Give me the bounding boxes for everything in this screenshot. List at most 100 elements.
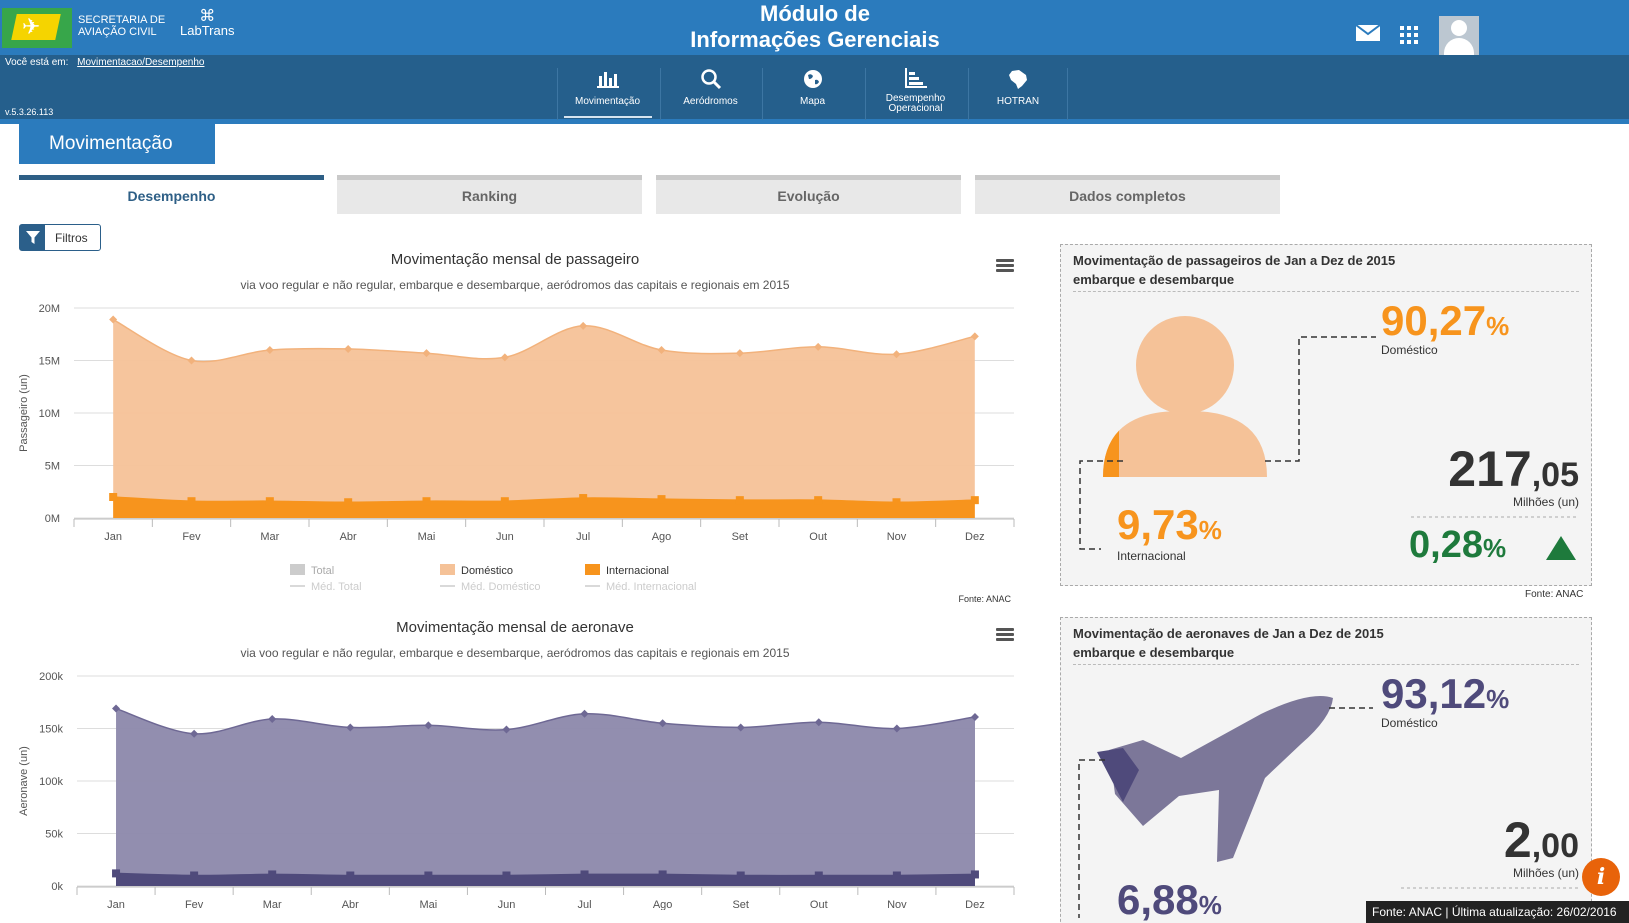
filter-funnel-icon [20, 225, 45, 250]
y-tick-label: 15M [39, 356, 60, 368]
panel-divider [1073, 291, 1579, 292]
x-tick-label: Mai [420, 899, 438, 910]
aircraft-total-unit: Milhões (un) [1512, 866, 1579, 880]
sac-line2: AVIAÇÃO CIVIL [78, 26, 157, 38]
y-tick-label: 0k [51, 881, 63, 893]
series-area-doméstico [116, 708, 975, 886]
nav-item-hotran[interactable]: HOTRAN [968, 68, 1068, 120]
filters-button[interactable]: Filtros [19, 224, 101, 251]
app-title: Módulo de Informações Gerenciais [640, 1, 990, 53]
legend-item: Total [311, 565, 334, 577]
chart-subtitle: via voo regular e não regular, embarque … [241, 278, 790, 292]
y-axis-label: Passageiro (un) [18, 374, 30, 452]
y-tick-label: 150k [39, 724, 63, 736]
info-icon[interactable]: i [1582, 858, 1620, 896]
data-point [579, 494, 588, 503]
sac-logo[interactable]: ✈ [2, 8, 72, 48]
passenger-chart: Movimentação mensal de passageiro via voo… [18, 251, 1015, 604]
passenger-growth-value: 0,28 [1409, 524, 1483, 566]
legend-swatch [290, 564, 305, 575]
nav-item-desempenho-operacional[interactable]: Desempenho Operacional [865, 68, 965, 120]
y-axis-label: Aeronave (un) [18, 746, 30, 816]
person-body-icon [1103, 410, 1267, 477]
data-point [580, 870, 589, 879]
nav-item-mapa[interactable]: Mapa [762, 68, 862, 120]
data-point [892, 724, 901, 733]
data-point [190, 871, 199, 880]
aircraft-total-dec: ,00 [1531, 827, 1579, 865]
passenger-intl-pct-value: 9,73 [1117, 501, 1199, 548]
breadcrumb: Você está em: Movimentacao/Desempenho [5, 57, 204, 68]
x-tick-label: Jun [496, 531, 514, 543]
series-area-doméstico [113, 319, 975, 518]
sac-line1: SECRETARIA DE [78, 14, 166, 26]
x-tick-label: Nov [887, 531, 907, 543]
data-point [187, 497, 196, 506]
data-point [346, 871, 355, 880]
data-point [344, 498, 353, 507]
nav-item-aerodromos[interactable]: Aeródromos [660, 68, 760, 120]
series-line-internacional [116, 872, 976, 877]
passenger-panel-source: Fonte: ANAC [1525, 589, 1584, 600]
x-tick-label: Set [732, 531, 749, 543]
user-avatar-icon[interactable] [1439, 16, 1479, 56]
y-tick-label: 10M [39, 408, 60, 420]
tab-ranking[interactable]: Ranking [337, 175, 642, 214]
y-tick-label: 0M [45, 513, 60, 525]
x-tick-label: Out [810, 899, 828, 910]
tab-evolucao[interactable]: Evolução [656, 175, 961, 214]
aircraft-domestic-pct-value: 93,12 [1381, 670, 1487, 717]
grid-icon[interactable] [1400, 26, 1418, 48]
breadcrumb-link[interactable]: Movimentacao/Desempenho [77, 57, 205, 68]
plane-logo-icon: ✈ [22, 15, 41, 40]
labtrans-mark-icon: ⌘ [199, 8, 216, 25]
envelope-icon[interactable] [1355, 24, 1381, 46]
x-tick-label: Out [809, 531, 827, 543]
tab-desempenho[interactable]: Desempenho [19, 175, 324, 214]
legend-item: Doméstico [461, 565, 513, 577]
passenger-summary-panel: Movimentação de passageiros de Jan a Dez… [1060, 244, 1592, 586]
aircraft-summary-panel: Movimentação de aeronaves de Jan a Dez d… [1060, 617, 1592, 923]
passenger-growth: 0,28% [1409, 523, 1506, 570]
aircraft-intl-pct-value: 6,88 [1117, 876, 1199, 923]
aircraft-chart: Movimentação mensal de aeronave via voo r… [18, 619, 1015, 910]
tab-dados-completos[interactable]: Dados completos [975, 175, 1280, 214]
data-point [502, 725, 511, 734]
aircraft-total-int: 2 [1503, 812, 1532, 868]
data-point [422, 497, 431, 506]
x-tick-label: Abr [340, 531, 357, 543]
data-point [657, 495, 666, 504]
chart-source: Fonte: ANAC [958, 594, 1011, 604]
data-point [112, 869, 121, 878]
avatar-head [1451, 20, 1467, 36]
data-point [424, 871, 433, 880]
legend-item: Internacional [606, 565, 669, 577]
arrow-up-icon [1546, 536, 1576, 560]
pct-symbol: % [1486, 311, 1510, 341]
passenger-panel-title: Movimentação de passageiros de Jan a Dez… [1073, 251, 1395, 289]
person-infographic [1079, 316, 1579, 550]
data-point [500, 353, 509, 362]
passenger-intl-label: Internacional [1117, 549, 1186, 563]
data-point [579, 321, 588, 330]
labtrans-logo[interactable]: ⌘ LabTrans [180, 8, 234, 38]
nav-label-desempenho-line2: Operacional [888, 103, 943, 114]
legend-avg-item: Méd. Total [311, 581, 362, 593]
x-tick-label: Jun [498, 899, 516, 910]
y-tick-label: 200k [39, 671, 63, 683]
data-point [424, 721, 433, 730]
bar-chart-icon [558, 68, 657, 96]
data-point [892, 498, 901, 507]
passenger-total-dec: ,05 [1531, 456, 1579, 494]
data-point [736, 871, 745, 880]
data-point [736, 723, 745, 732]
panel-divider [1073, 664, 1579, 665]
pct-symbol: % [1482, 533, 1507, 563]
chart-menu-icon[interactable] [996, 628, 1014, 642]
chart-menu-icon[interactable] [996, 259, 1014, 273]
x-tick-label: Jul [578, 899, 592, 910]
nav-item-movimentacao[interactable]: Movimentação [557, 68, 657, 120]
airplane-icon [1109, 696, 1333, 862]
data-point [500, 497, 509, 506]
data-point [892, 871, 901, 880]
